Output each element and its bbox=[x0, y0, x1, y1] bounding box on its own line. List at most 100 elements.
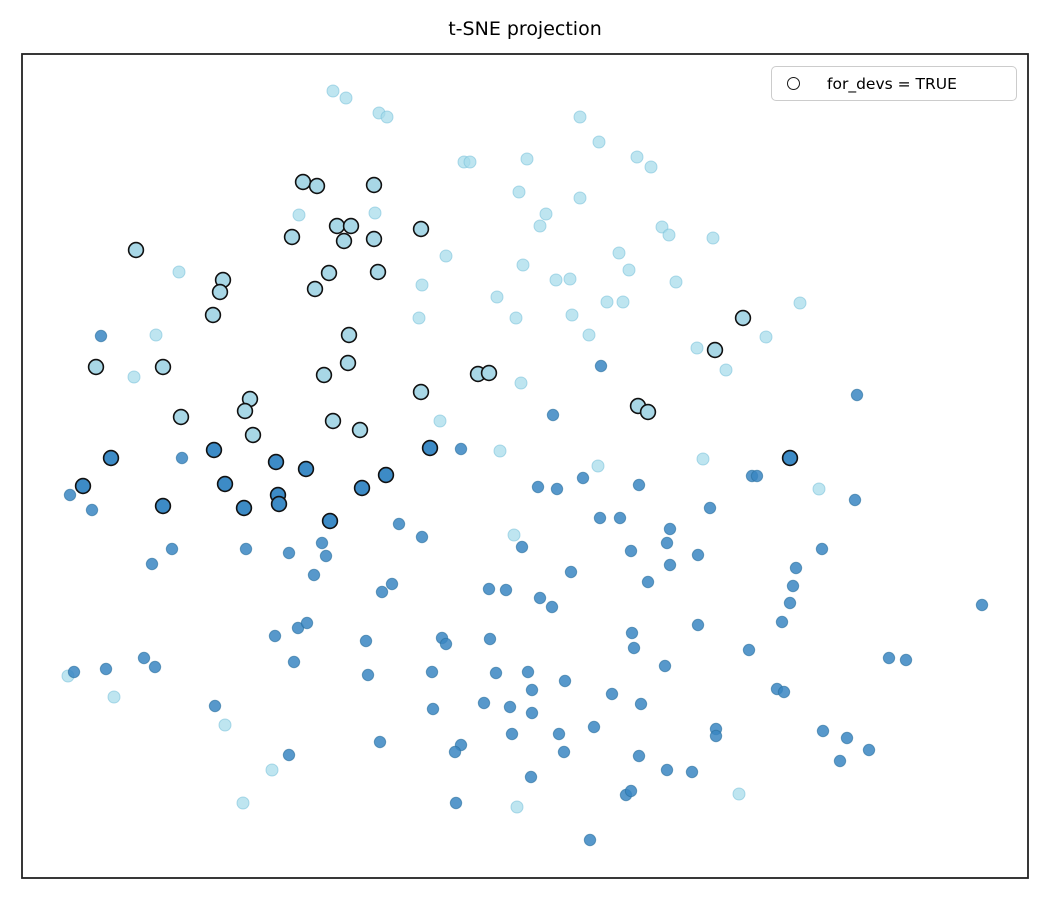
chart-title: t-SNE projection bbox=[448, 18, 602, 40]
cluster-dark-point bbox=[165, 542, 179, 556]
dev-light-point bbox=[734, 309, 752, 327]
cluster-dark-point bbox=[625, 626, 639, 640]
points-layer bbox=[61, 84, 989, 847]
dev-dark-point bbox=[216, 475, 234, 493]
cluster-light-point bbox=[690, 341, 704, 355]
cluster-light-point bbox=[591, 459, 605, 473]
dev-light-point bbox=[87, 358, 105, 376]
dev-light-point bbox=[412, 383, 430, 401]
cluster-dark-point bbox=[789, 561, 803, 575]
cluster-light-point bbox=[622, 263, 636, 277]
plot-border bbox=[21, 53, 1029, 879]
cluster-light-point bbox=[433, 414, 447, 428]
cluster-dark-point bbox=[558, 674, 572, 688]
cluster-light-point bbox=[696, 452, 710, 466]
cluster-dark-point bbox=[840, 731, 854, 745]
cluster-light-point bbox=[149, 328, 163, 342]
cluster-dark-point bbox=[816, 724, 830, 738]
cluster-light-point bbox=[732, 787, 746, 801]
dev-dark-point bbox=[235, 499, 253, 517]
dev-light-point bbox=[639, 403, 657, 421]
dev-light-point bbox=[244, 426, 262, 444]
legend-label: for_devs = TRUE bbox=[827, 74, 957, 93]
cluster-light-point bbox=[218, 718, 232, 732]
cluster-dark-point bbox=[583, 833, 597, 847]
cluster-light-point bbox=[520, 152, 534, 166]
dev-light-point bbox=[335, 232, 353, 250]
cluster-light-point bbox=[512, 185, 526, 199]
cluster-dark-point bbox=[634, 697, 648, 711]
cluster-dark-point bbox=[515, 540, 529, 554]
cluster-dark-point bbox=[525, 683, 539, 697]
dev-dark-point bbox=[154, 497, 172, 515]
dev-light-point bbox=[369, 263, 387, 281]
cluster-dark-point bbox=[545, 600, 559, 614]
cluster-dark-point bbox=[307, 568, 321, 582]
cluster-dark-point bbox=[658, 659, 672, 673]
cluster-dark-point bbox=[663, 522, 677, 536]
cluster-dark-point bbox=[392, 517, 406, 531]
cluster-dark-point bbox=[564, 565, 578, 579]
cluster-dark-point bbox=[709, 729, 723, 743]
cluster-light-point bbox=[292, 208, 306, 222]
cluster-dark-point bbox=[815, 542, 829, 556]
cluster-dark-point bbox=[99, 662, 113, 676]
cluster-light-point bbox=[514, 376, 528, 390]
cluster-light-point bbox=[573, 110, 587, 124]
dev-dark-point bbox=[377, 466, 395, 484]
dev-light-point bbox=[365, 230, 383, 248]
legend-box: for_devs = TRUE bbox=[771, 66, 1017, 101]
dev-light-point bbox=[308, 177, 326, 195]
cluster-light-point bbox=[669, 275, 683, 289]
dev-dark-point bbox=[421, 439, 439, 457]
cluster-dark-point bbox=[833, 754, 847, 768]
cluster-dark-point bbox=[521, 665, 535, 679]
cluster-light-point bbox=[662, 228, 676, 242]
dev-light-point bbox=[236, 402, 254, 420]
cluster-dark-point bbox=[550, 482, 564, 496]
cluster-light-point bbox=[107, 690, 121, 704]
cluster-dark-point bbox=[449, 796, 463, 810]
cluster-dark-point bbox=[67, 665, 81, 679]
dev-dark-point bbox=[321, 512, 339, 530]
cluster-dark-point bbox=[361, 668, 375, 682]
dev-light-point bbox=[315, 366, 333, 384]
cluster-dark-point bbox=[319, 549, 333, 563]
cluster-dark-point bbox=[660, 536, 674, 550]
cluster-dark-point bbox=[426, 702, 440, 716]
cluster-light-point bbox=[539, 207, 553, 221]
cluster-dark-point bbox=[663, 558, 677, 572]
cluster-light-point bbox=[600, 295, 614, 309]
cluster-light-point bbox=[439, 249, 453, 263]
cluster-dark-point bbox=[385, 577, 399, 591]
cluster-light-point bbox=[644, 160, 658, 174]
dev-dark-point bbox=[102, 449, 120, 467]
cluster-dark-point bbox=[576, 471, 590, 485]
cluster-dark-point bbox=[660, 763, 674, 777]
cluster-dark-point bbox=[594, 359, 608, 373]
cluster-dark-point bbox=[848, 493, 862, 507]
cluster-dark-point bbox=[850, 388, 864, 402]
cluster-light-point bbox=[326, 84, 340, 98]
cluster-dark-point bbox=[503, 700, 517, 714]
cluster-dark-point bbox=[425, 665, 439, 679]
cluster-dark-point bbox=[489, 666, 503, 680]
cluster-dark-point bbox=[641, 575, 655, 589]
cluster-light-point bbox=[549, 273, 563, 287]
cluster-light-point bbox=[612, 246, 626, 260]
cluster-dark-point bbox=[783, 596, 797, 610]
cluster-dark-point bbox=[775, 615, 789, 629]
cluster-dark-point bbox=[557, 745, 571, 759]
cluster-dark-point bbox=[175, 451, 189, 465]
cluster-dark-point bbox=[691, 548, 705, 562]
open-circle-legend-marker-icon bbox=[787, 77, 800, 90]
cluster-light-point bbox=[493, 444, 507, 458]
cluster-light-point bbox=[719, 363, 733, 377]
cluster-dark-point bbox=[148, 660, 162, 674]
cluster-dark-point bbox=[282, 748, 296, 762]
cluster-dark-point bbox=[533, 591, 547, 605]
cluster-dark-point bbox=[208, 699, 222, 713]
dev-light-point bbox=[339, 354, 357, 372]
cluster-light-point bbox=[236, 796, 250, 810]
